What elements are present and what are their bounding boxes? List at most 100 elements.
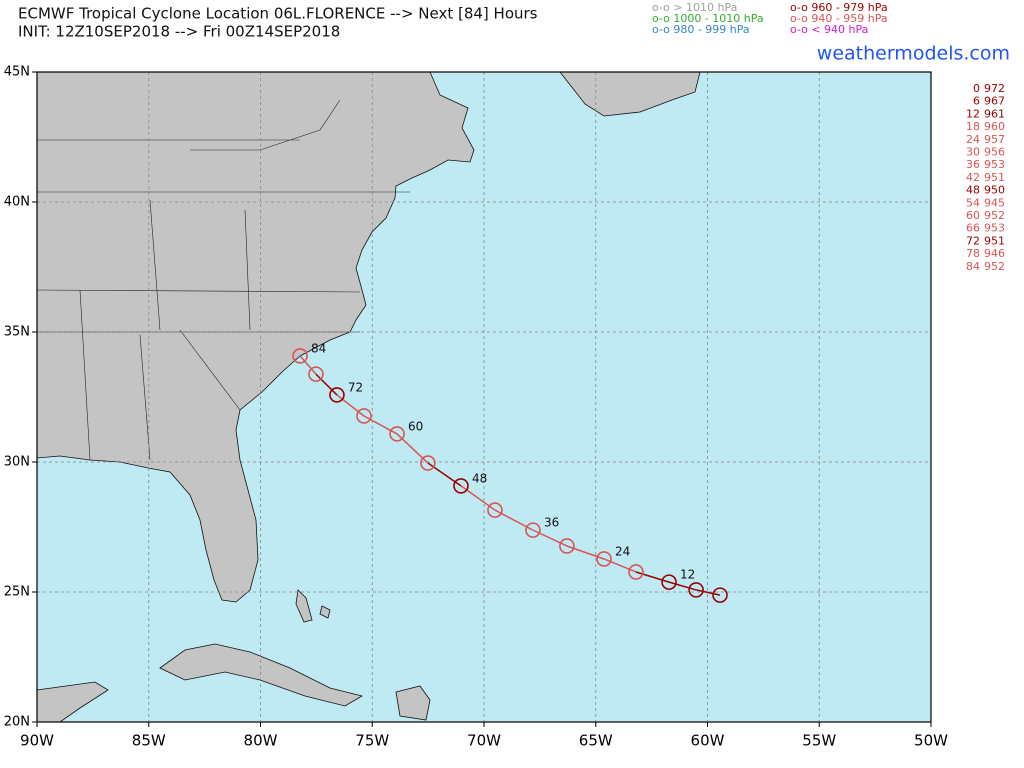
x-tick-label: 65W [579,732,613,750]
row-hour: 54 [966,196,980,209]
hour-label: 12 [680,568,695,582]
y-tick-label: 30N [4,455,30,470]
hour-label: 36 [544,516,559,530]
x-tick-label: 85W [132,732,166,750]
track-point [356,408,372,424]
row-pressure: 953 [984,158,1005,171]
pressure-row: 18 960 [966,120,1005,133]
track-segment [668,581,697,591]
pressure-row: 48 950 [966,184,1005,197]
track-point [292,348,308,364]
track-segment [603,558,637,573]
row-pressure: 951 [984,171,1005,184]
hour-label: 84 [311,341,326,355]
legend-entry: o-o > 1010 hPa [652,1,737,14]
row-hour: 18 [966,120,980,133]
row-pressure: 946 [984,247,1005,260]
track-point [308,366,324,382]
track-point [688,582,704,598]
row-pressure: 960 [984,120,1005,133]
track-point [453,478,469,494]
row-hour: 60 [966,209,980,222]
row-hour: 24 [966,133,980,146]
track-segment [315,373,338,396]
y-tick-label: 25N [4,585,30,600]
track-segment [695,589,721,596]
row-pressure: 952 [984,209,1005,222]
init-line: INIT: 12Z10SEP2018 --> Fri 00Z14SEP2018 [18,23,340,41]
pressure-row: 60 952 [966,209,1005,222]
row-hour: 36 [966,158,980,171]
pressure-row: 54 945 [966,196,1005,209]
legend-entry: o-o 1000 - 1010 hPa [652,12,764,25]
pressure-row: 12 961 [966,107,1005,120]
row-pressure: 967 [984,95,1005,108]
row-pressure: 956 [984,146,1005,159]
row-hour: 12 [966,107,980,120]
track-segment [635,571,670,583]
track-point [628,564,644,580]
pressure-row: 30 956 [966,146,1005,159]
track-point [712,587,728,603]
x-tick-label: 80W [244,732,278,750]
y-tick-label: 40N [4,195,30,210]
row-hour: 6 [973,95,980,108]
row-hour: 0 [973,82,980,95]
legend-entry: o-o 960 - 979 hPa [790,1,888,14]
track-point [661,574,677,590]
pressure-row: 72 951 [966,234,1005,247]
hour-label: 60 [408,419,423,433]
pressure-row: 66 953 [966,222,1005,235]
track-point [487,502,503,518]
row-hour: 78 [966,247,980,260]
row-hour: 42 [966,171,980,184]
row-hour: 48 [966,184,980,197]
track: 12 24 36 48 60 72 84 [292,341,728,603]
hour-label: 48 [472,471,487,485]
x-tick-label: 55W [802,732,836,750]
row-pressure: 950 [984,184,1005,197]
row-pressure: 972 [984,82,1005,95]
row-pressure: 957 [984,133,1005,146]
track-point [329,387,345,403]
legend-entry: o-o 980 - 999 hPa [652,23,750,36]
legend-entry: o-o < 940 hPa [790,23,868,36]
row-pressure: 945 [984,196,1005,209]
y-tick-label: 45N [4,65,30,80]
hour-label: 72 [348,380,363,394]
y-tick-label: 35N [4,325,30,340]
title: ECMWF Tropical Cyclone Location 06L.FLOR… [18,5,538,23]
x-tick-label: 60W [691,732,725,750]
row-pressure: 952 [984,260,1005,273]
track-point [389,426,405,442]
x-tick-label: 50W [914,732,948,750]
x-tick-label: 70W [467,732,501,750]
pressure-row: 36 953 [966,158,1005,171]
row-hour: 72 [966,234,980,247]
row-pressure: 953 [984,222,1005,235]
row-hour: 30 [966,146,980,159]
legend-entry: o-o 940 - 959 hPa [790,12,888,25]
site-name[interactable]: weathermodels.com [817,43,1010,65]
hour-label: 24 [615,544,630,558]
row-pressure: 951 [984,234,1005,247]
pressure-row: 24 957 [966,133,1005,146]
row-hour: 84 [966,260,980,273]
track-point [525,522,541,538]
row-hour: 66 [966,222,980,235]
track-segment [299,355,317,375]
x-tick-label: 90W [20,732,54,750]
map-frame [36,71,932,723]
pressure-row: 84 952 [966,260,1005,273]
y-tick-label: 20N [4,715,30,730]
x-tick-label: 75W [355,732,389,750]
land [36,71,701,723]
pressure-row: 42 951 [966,171,1005,184]
pressure-row: 78 946 [966,247,1005,260]
pressure-row: 6 967 [973,95,1005,108]
track-point [420,455,436,471]
track-segment [336,394,365,417]
